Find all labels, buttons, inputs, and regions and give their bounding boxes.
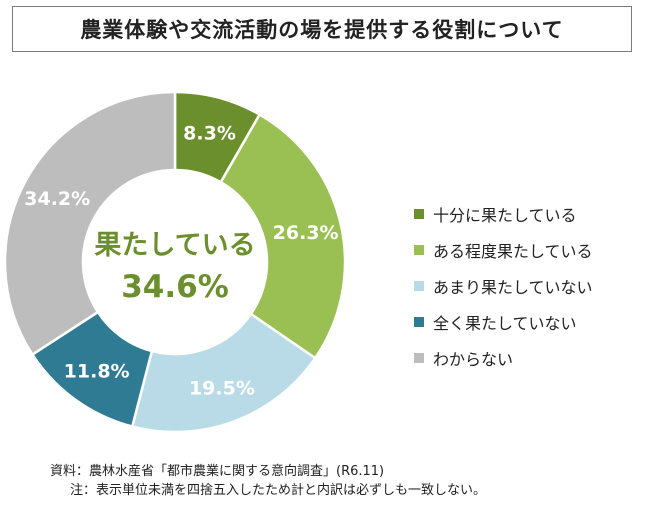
slice-value-label: 26.3% <box>273 222 339 244</box>
legend-item: ある程度果たしている <box>414 232 593 268</box>
legend-swatch <box>414 353 424 363</box>
slice-labels: 8.3% 26.3% 19.5% 11.8% 34.2% <box>24 123 338 400</box>
legend-label: 全く果たしていない <box>433 314 577 333</box>
legend-swatch <box>414 281 424 291</box>
legend-swatch <box>414 209 424 219</box>
chart-title: 農業体験や交流活動の場を提供する役割について <box>80 18 564 42</box>
center-value: 34.6% <box>121 269 229 305</box>
legend-swatch <box>414 245 424 255</box>
title-box: 農業体験や交流活動の場を提供する役割について <box>12 6 632 52</box>
legend-label: あまり果たしていない <box>433 278 593 297</box>
slice-value-label: 11.8% <box>64 361 130 383</box>
slice-value-label: 19.5% <box>189 378 255 400</box>
legend-item: 十分に果たしている <box>414 196 593 232</box>
legend-swatch <box>414 317 424 327</box>
donut-slice <box>219 112 347 360</box>
legend-item: わからない <box>414 340 593 376</box>
legend-label: 十分に果たしている <box>433 206 577 225</box>
source-note: 資料：農林水産省「都市農業に関する意向調査」(R6.11) <box>50 464 385 479</box>
footnotes: 資料：農林水産省「都市農業に関する意向調査」(R6.11) 注：表示単位未満を四… <box>50 462 486 500</box>
center-label: 果たしている <box>94 230 255 261</box>
legend-label: わからない <box>433 350 514 369</box>
legend-item: あまり果たしていない <box>414 268 593 304</box>
slices <box>3 90 347 434</box>
donut-slice <box>3 90 177 357</box>
legend: 十分に果たしている ある程度果たしている あまり果たしていない 全く果たしていな… <box>414 196 593 376</box>
legend-item: 全く果たしていない <box>414 304 593 340</box>
legend-label: ある程度果たしている <box>433 242 593 261</box>
rounding-note: 注：表示単位未満を四捨五入したため計と内訳は必ずしも一致しない。 <box>70 483 487 498</box>
slice-value-label: 8.3% <box>183 123 236 145</box>
donut-slice <box>130 312 317 434</box>
slice-value-label: 34.2% <box>24 188 90 210</box>
